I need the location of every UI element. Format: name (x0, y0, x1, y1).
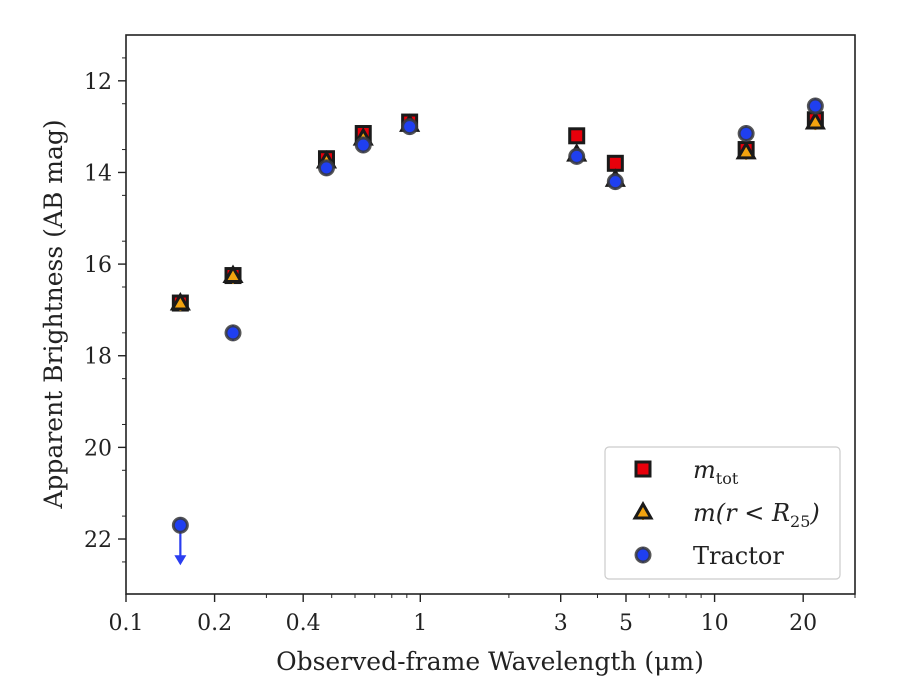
data-point (806, 97, 824, 115)
x-tick-label: 0.1 (109, 611, 144, 636)
data-point (568, 147, 586, 165)
legend-label: m(r < R25) (693, 499, 820, 531)
legend-marker (634, 460, 652, 478)
x-tick-label: 3 (554, 611, 568, 636)
data-point (568, 127, 586, 145)
data-point (224, 324, 242, 342)
legend-box (604, 446, 841, 580)
x-tick-label: 10 (701, 611, 729, 636)
x-tick-label: 20 (789, 611, 817, 636)
series-circle (171, 97, 824, 566)
legend-label: mtot (693, 456, 739, 488)
y-tick-label: 18 (84, 345, 112, 370)
legend-label: Tractor (693, 542, 784, 570)
data-point (401, 118, 419, 136)
x-tick-label: 0.4 (286, 611, 321, 636)
legend-marker (632, 500, 654, 520)
data-point (735, 140, 757, 160)
data-markers (169, 97, 826, 566)
legend: mtot m(r < R25) Tractor (604, 446, 841, 580)
series-triangle (169, 111, 826, 312)
y-tick-label: 22 (84, 528, 112, 553)
legend-marker (634, 546, 652, 564)
x-axis-label: Observed-frame Wavelength (μm) (276, 647, 704, 676)
x-tick-label: 0.2 (197, 611, 232, 636)
data-point (317, 159, 335, 177)
y-tick-label: 12 (84, 70, 112, 95)
data-point (737, 125, 755, 143)
series-square (171, 111, 824, 312)
x-tick-label: 1 (413, 611, 427, 636)
x-tick-label: 5 (619, 611, 633, 636)
y-tick-label: 16 (84, 253, 112, 278)
data-point (222, 264, 244, 284)
data-point (169, 292, 191, 311)
y-tick-label: 14 (84, 161, 112, 186)
plot-frame (125, 34, 856, 595)
y-axis-label: Apparent Brightness (AB mag) (39, 119, 68, 509)
data-point (171, 516, 189, 534)
data-point (606, 173, 624, 191)
y-tick-label: 20 (84, 436, 112, 461)
data-point (804, 111, 826, 130)
upper-limit-arrowhead (174, 555, 187, 566)
axes: 12 14 16 18 20 22 0.1 0.2 0.4 1 3 5 10 20 (84, 34, 856, 636)
data-point (354, 136, 372, 154)
data-point (606, 154, 624, 172)
